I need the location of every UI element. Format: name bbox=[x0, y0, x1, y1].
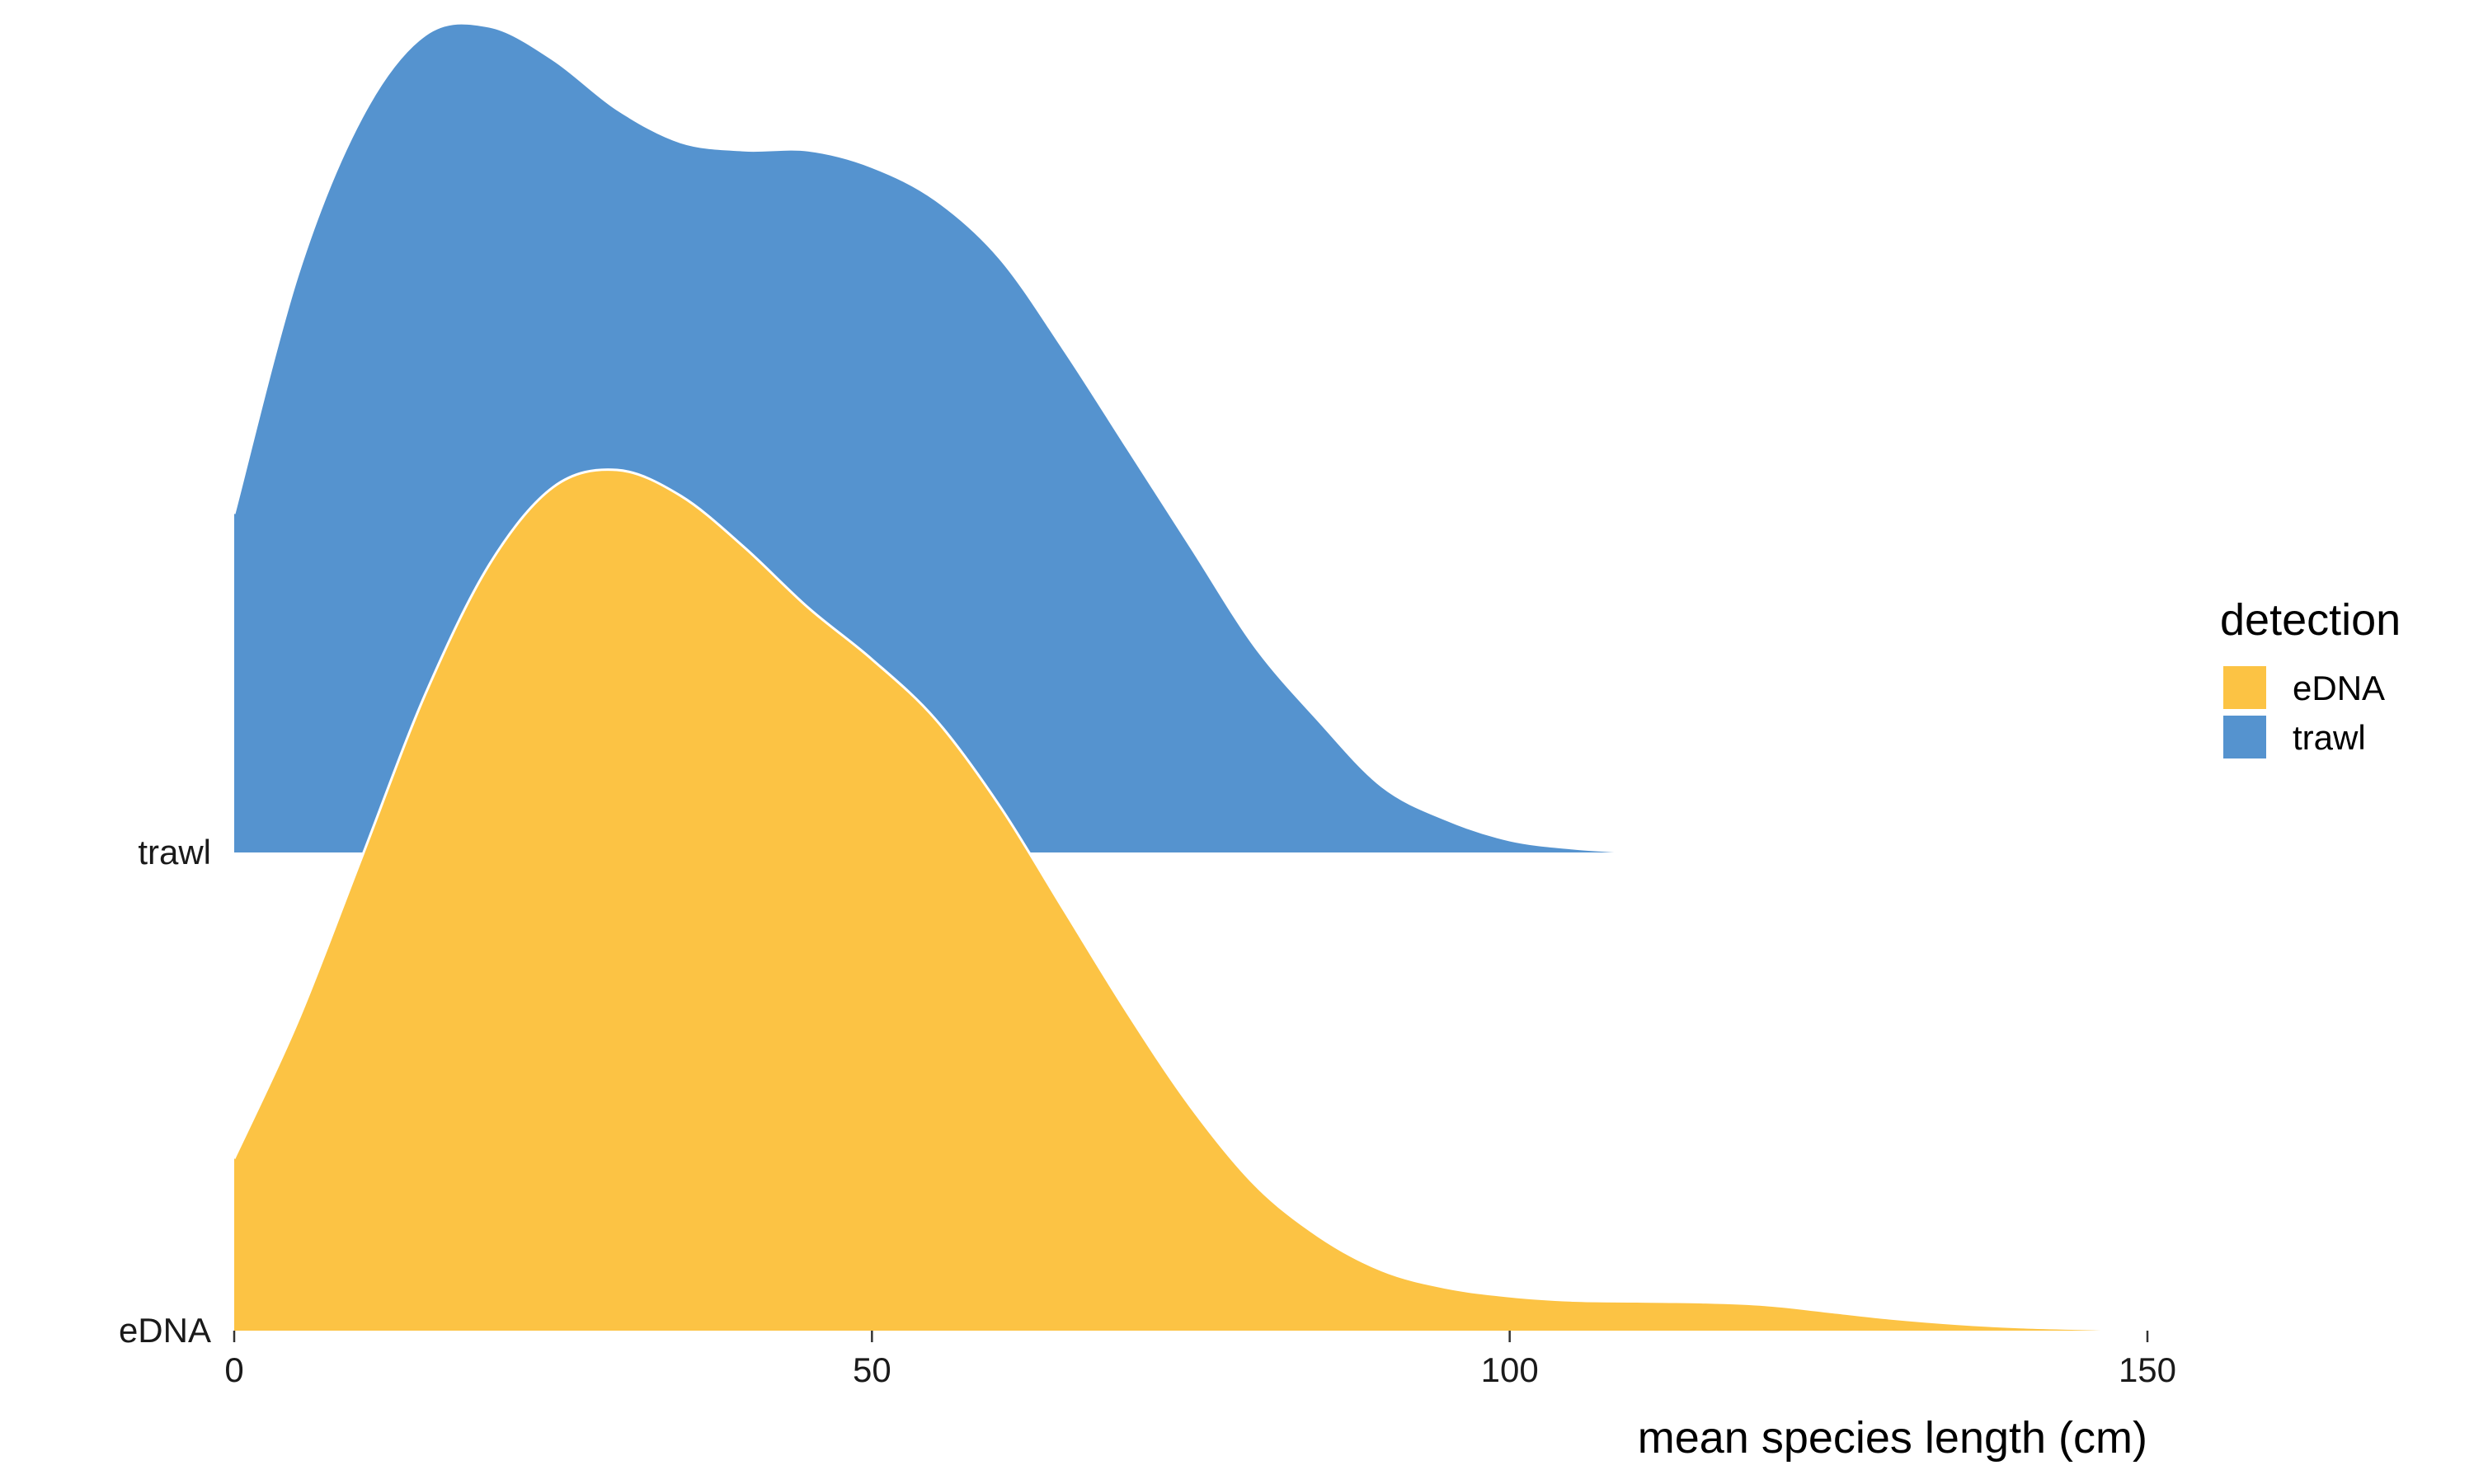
ridge-outline-trawl bbox=[233, 21, 1638, 854]
legend-swatch-edna bbox=[2223, 666, 2266, 709]
x-tick-label: 50 bbox=[853, 1350, 891, 1389]
legend-label-edna: eDNA bbox=[2293, 669, 2385, 707]
legend-title: detection bbox=[2220, 595, 2401, 645]
ridge-outline-edna bbox=[233, 468, 2148, 1332]
legend-swatch-trawl bbox=[2223, 716, 2266, 758]
ridges-layer bbox=[233, 21, 2148, 1332]
legend: detection eDNA trawl bbox=[2220, 595, 2401, 758]
x-axis-title: mean species length (cm) bbox=[1638, 1413, 2147, 1463]
x-axis: 0 50 100 150 bbox=[224, 1331, 2176, 1389]
x-tick-label: 100 bbox=[1481, 1350, 1539, 1389]
y-category-label: trawl bbox=[138, 833, 211, 871]
ridge-area-edna bbox=[234, 469, 2147, 1331]
y-axis: eDNA trawl bbox=[119, 833, 211, 1350]
y-category-label: eDNA bbox=[119, 1311, 211, 1350]
x-tick-label: 0 bbox=[224, 1350, 243, 1389]
x-tick-label: 150 bbox=[2119, 1350, 2176, 1389]
legend-label-trawl: trawl bbox=[2293, 718, 2366, 757]
